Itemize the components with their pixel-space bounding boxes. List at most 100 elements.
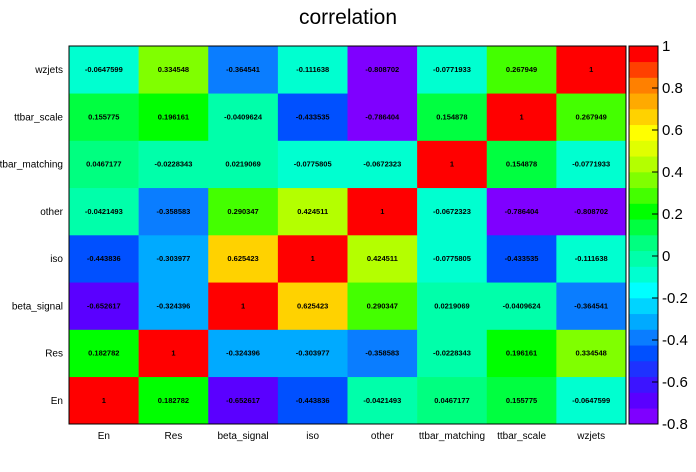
cell-value-label: -0.111638 <box>575 254 608 263</box>
cell-value-label: 0.154878 <box>436 112 467 121</box>
heatmap-cell <box>208 187 279 236</box>
heatmap-cell <box>417 93 488 141</box>
heatmap-cell <box>208 140 279 189</box>
heatmap-cell <box>417 140 488 189</box>
heatmap-cell <box>556 376 627 425</box>
cell-value-label: -0.303977 <box>296 349 330 358</box>
heatmap-cell <box>277 282 348 330</box>
heatmap-cell <box>417 376 488 425</box>
color-scale-band <box>629 156 658 173</box>
cell-value-label: 0.290347 <box>227 207 258 216</box>
y-tick-label: iso <box>50 254 63 265</box>
heatmap-cell <box>277 187 348 236</box>
heatmap-cell <box>347 187 418 236</box>
color-scale-band <box>629 282 658 299</box>
y-tick-label: En <box>51 396 63 407</box>
color-scale-band <box>629 298 658 315</box>
cell-value-label: 0.182782 <box>88 349 119 358</box>
heatmap-cell <box>486 46 557 94</box>
heatmap-cell <box>69 376 139 425</box>
x-tick-label: beta_signal <box>217 431 268 442</box>
x-tick-label: iso <box>306 431 319 442</box>
heatmap-cell <box>347 282 418 330</box>
cell-value-label: -0.0421493 <box>363 396 401 405</box>
heatmap-cell <box>486 187 557 236</box>
cell-value-label: -0.786404 <box>365 112 400 121</box>
heatmap-cell <box>138 46 209 94</box>
color-scale-band <box>629 172 658 189</box>
color-scale-tick-label: 0.4 <box>662 164 683 181</box>
cell-value-label: 0.182782 <box>158 396 189 405</box>
cell-value-label: -0.652617 <box>226 396 260 405</box>
cell-value-label: -0.303977 <box>157 254 191 263</box>
heatmap-cell <box>138 376 209 425</box>
heatmap-cell <box>347 140 418 189</box>
heatmap-cell <box>208 376 279 425</box>
heatmap-cell <box>277 235 348 283</box>
x-tick-label: ttbar_matching <box>419 431 485 442</box>
x-tick-label: En <box>98 431 110 442</box>
heatmap-cell <box>556 46 627 94</box>
heatmap-cell <box>486 282 557 330</box>
cell-value-labels: 1 0.182782 -0.652617 -0.443836 -0.0421493 0.0… <box>85 65 610 405</box>
heatmap-cell <box>556 235 627 283</box>
color-scale-band <box>629 392 658 409</box>
cell-value-label: 1 <box>171 349 175 358</box>
cell-value-label: 0.155775 <box>506 396 537 405</box>
cell-value-label: 0.0219069 <box>434 301 469 310</box>
heatmap-cell <box>347 329 418 378</box>
heatmap-cells <box>69 46 627 425</box>
heatmap-cell <box>417 329 488 378</box>
cell-value-label: 0.625423 <box>297 301 328 310</box>
heatmap-cell <box>556 140 627 189</box>
x-tick-label: ttbar_scale <box>497 431 546 442</box>
cell-value-label: -0.443836 <box>296 396 330 405</box>
cell-value-label: 0.0219069 <box>225 160 260 169</box>
y-tick-label: other <box>40 207 63 218</box>
cell-value-label: 0.625423 <box>227 254 258 263</box>
color-scale-tick-label: 0.2 <box>662 206 683 223</box>
heatmap-cell <box>277 140 348 189</box>
cell-value-label: -0.786404 <box>505 207 540 216</box>
cell-value-label: 1 <box>102 396 106 405</box>
cell-value-label: 0.196161 <box>506 349 537 358</box>
cell-value-label: 0.155775 <box>88 112 119 121</box>
cell-value-label: -0.0409624 <box>224 112 263 121</box>
y-tick-label: wzjets <box>34 65 63 76</box>
cell-value-label: -0.0672323 <box>363 160 401 169</box>
cell-value-label: -0.324396 <box>157 301 191 310</box>
cell-value-label: -0.364541 <box>574 301 608 310</box>
cell-value-label: -0.358583 <box>365 349 399 358</box>
plot-frame <box>68 45 627 425</box>
cell-value-label: -0.0775805 <box>433 254 471 263</box>
cell-value-label: 0.334548 <box>576 349 607 358</box>
y-tick-labels: En Res beta_signal iso other ttbar_matching tt… <box>0 65 64 407</box>
heatmap-cell <box>417 235 488 283</box>
color-scale-band <box>629 235 658 252</box>
heatmap-cell <box>417 46 488 94</box>
cell-value-label: -0.358583 <box>157 207 191 216</box>
cell-value-label: 1 <box>241 301 245 310</box>
cell-value-label: -0.0421493 <box>85 207 123 216</box>
cell-value-label: 0.424511 <box>367 254 398 263</box>
heatmap-cell <box>69 187 139 236</box>
cell-value-label: -0.0771933 <box>572 160 610 169</box>
heatmap-cell <box>208 46 279 94</box>
heatmap-cell <box>486 329 557 378</box>
heatmap-cell <box>486 376 557 425</box>
cell-value-label: -0.808702 <box>365 65 399 74</box>
cell-value-label: -0.0228343 <box>154 160 192 169</box>
heatmap-cell <box>556 329 627 378</box>
color-scale <box>629 46 658 425</box>
x-tick-label: Res <box>165 431 183 442</box>
cell-value-label: -0.808702 <box>574 207 608 216</box>
heatmap-cell <box>486 93 557 141</box>
heatmap-cell <box>486 235 557 283</box>
color-scale-band <box>629 61 658 78</box>
color-scale-tick-label: -0.6 <box>662 374 688 391</box>
color-scale-band <box>629 203 658 220</box>
cell-value-label: 1 <box>450 160 454 169</box>
heatmap-cell <box>69 46 139 94</box>
heatmap-cell <box>556 282 627 330</box>
